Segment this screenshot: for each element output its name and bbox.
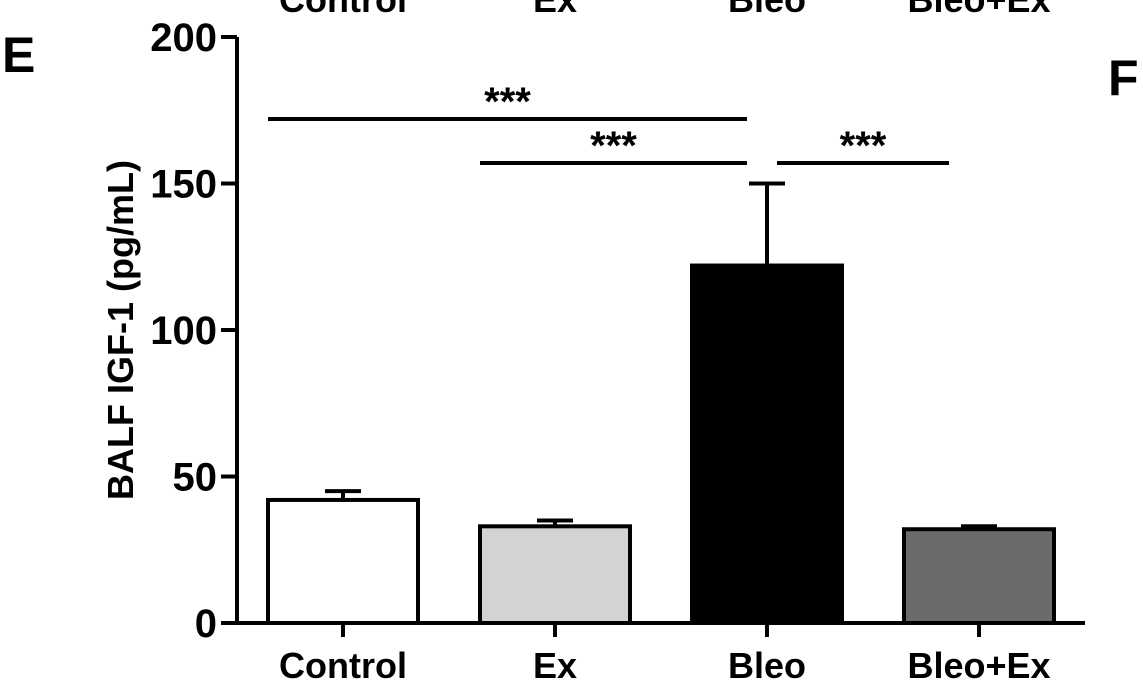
x-tick-label: Bleo <box>728 645 806 685</box>
y-tick-label: 50 <box>173 456 218 500</box>
cropped-top-label: Ex <box>533 0 577 20</box>
cropped-top-label: Bleo <box>728 0 806 20</box>
cropped-top-label: Bleo+Ex <box>907 0 1050 20</box>
x-tick-label: Control <box>279 645 407 685</box>
bar <box>478 524 632 625</box>
y-axis-label: BALF IGF-1 (pg/mL) <box>100 160 141 500</box>
x-tick-label: Ex <box>533 645 577 685</box>
bar <box>902 527 1056 625</box>
panel-letter-e: E <box>2 27 35 83</box>
cropped-top-label: Control <box>279 0 407 20</box>
y-tick-label: 100 <box>150 309 217 353</box>
y-tick-label: 200 <box>150 16 217 60</box>
plot-area: 0 50 100 150 200 Control Ex Bleo Bleo+Ex *** *** **… <box>150 16 1085 685</box>
x-tick-label: Bleo+Ex <box>907 645 1050 685</box>
panel-letter-f: F <box>1108 50 1139 106</box>
significance-label: *** <box>590 124 637 168</box>
bar <box>690 263 844 625</box>
significance-label: *** <box>840 124 887 168</box>
bar <box>266 497 420 625</box>
significance-label: *** <box>484 80 531 124</box>
cropped-top-labels: Control Ex Bleo Bleo+Ex <box>279 0 1051 20</box>
y-tick-label: 150 <box>150 163 217 207</box>
y-tick-label: 0 <box>195 602 217 646</box>
